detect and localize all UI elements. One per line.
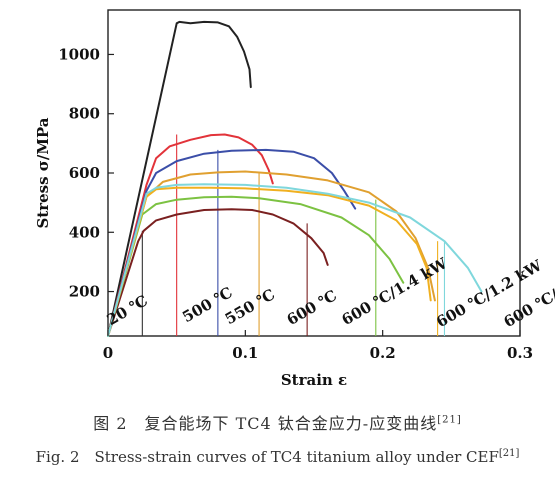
y-tick-label-1: 400 — [69, 223, 100, 241]
series-line-3 — [107, 148, 357, 337]
series-line-0 — [107, 20, 252, 337]
y-tick-label-3: 800 — [69, 105, 100, 123]
caption-chinese-text: 图 2 复合能场下 TC4 钛合金应力-应变曲线 — [93, 414, 438, 433]
series-line-4 — [107, 170, 436, 337]
y-tick-label-2: 600 — [69, 164, 100, 182]
series-line-6 — [107, 186, 432, 337]
y-tick-label-4: 1000 — [58, 45, 100, 63]
series-line-2 — [107, 133, 274, 337]
caption-english-ref: [21] — [498, 448, 520, 459]
series-line-7 — [107, 183, 483, 337]
x-tick-label-3: 0.3 — [507, 344, 533, 362]
series-line-5 — [107, 195, 405, 337]
caption-chinese-ref: [21] — [437, 414, 462, 426]
caption-chinese: 图 2 复合能场下 TC4 钛合金应力-应变曲线[21] — [0, 410, 555, 434]
caption-english-text: Fig. 2 Stress-strain curves of TC4 titan… — [35, 448, 499, 466]
y-tick-label-0: 200 — [69, 283, 100, 301]
stress-strain-chart: 200 400 600 800 1000 0 0.1 0.2 0.3 Strain ε Stress… — [34, 9, 555, 389]
y-axis-label: Stress σ/MPa — [34, 117, 52, 228]
series-line-1 — [107, 208, 329, 337]
caption-english: Fig. 2 Stress-strain curves of TC4 titan… — [0, 446, 555, 467]
x-axis-label: Strain ε — [281, 371, 347, 389]
x-tick-label-1: 0.1 — [232, 344, 258, 362]
curve-label-0: 20 ℃ — [104, 291, 151, 329]
x-tick-label-0: 0 — [103, 344, 113, 362]
x-tick-label-2: 0.2 — [370, 344, 396, 362]
curve-label-3: 600 ℃ — [284, 286, 340, 329]
